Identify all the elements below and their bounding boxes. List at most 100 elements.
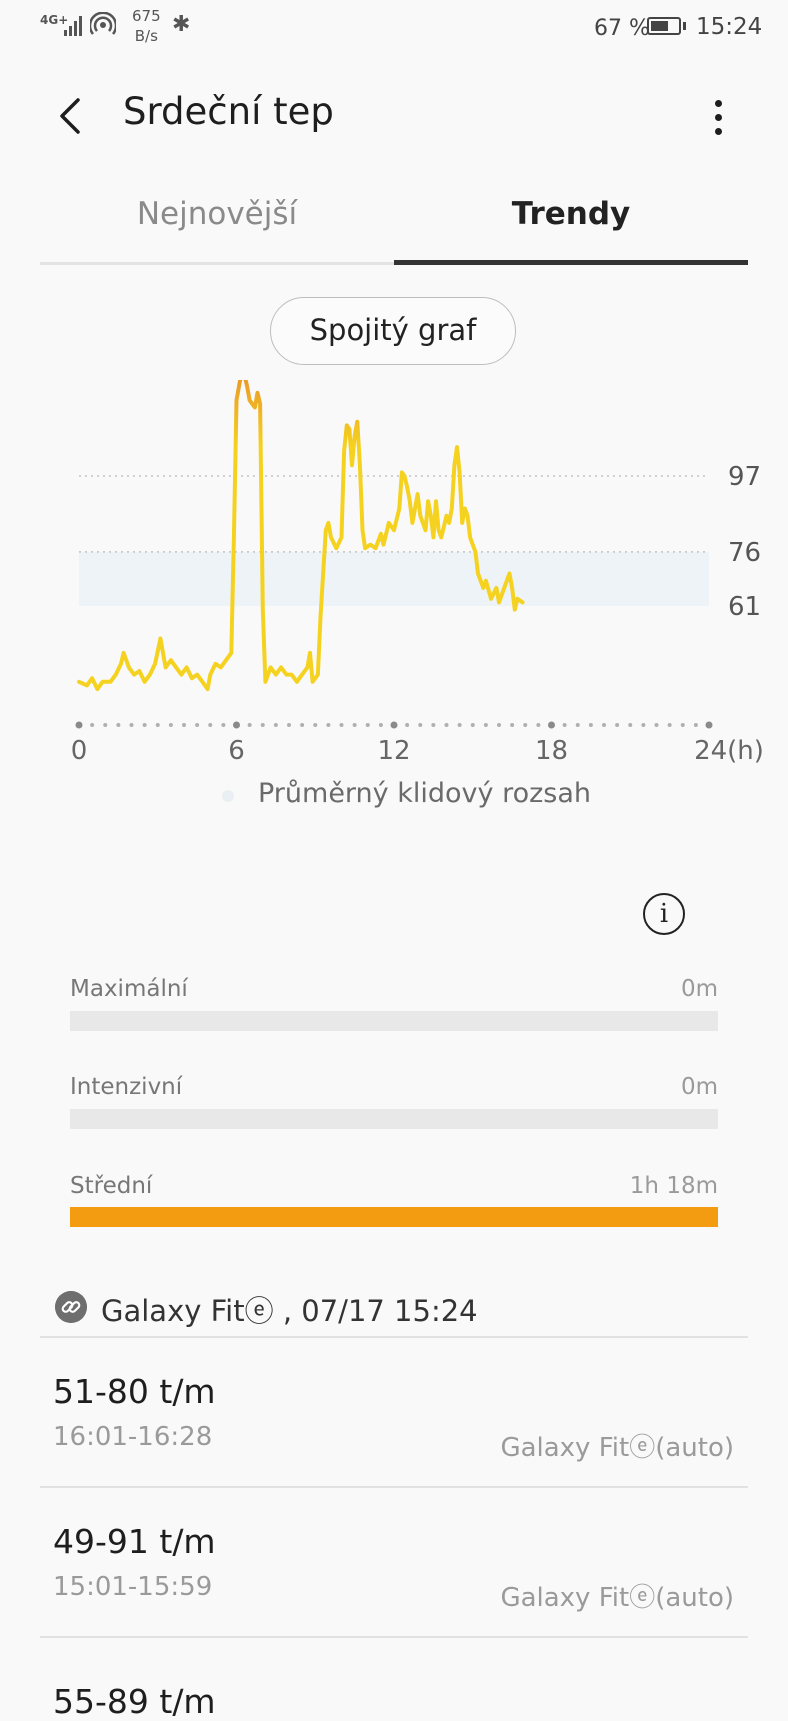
legend-dot [222, 790, 234, 802]
axis-minor-dot [247, 723, 252, 727]
zone-value-max: 0m [680, 976, 718, 1002]
record-source: Galaxy Fitⓔ(auto) [500, 1583, 734, 1613]
axis-minor-dot [208, 723, 213, 727]
axis-minor-dot [182, 723, 186, 727]
ref-label-97: 97 [728, 462, 761, 492]
ref-label-76: 76 [728, 538, 761, 568]
axis-minor-dot [483, 723, 488, 727]
clock: 15:24 [696, 14, 763, 40]
divider [40, 1336, 748, 1338]
status-bar: 4G+ 675 B/s ✱ 67 % 15:24 [0, 0, 788, 60]
tab-selected-indicator [394, 260, 748, 265]
record-range: 55-89 t/m [53, 1682, 216, 1721]
axis-minor-dot [457, 723, 462, 727]
axis-minor-dot [300, 723, 305, 727]
x-tick-6: 6 [228, 736, 245, 766]
axis-major-dot [705, 721, 713, 729]
resting-range-band [79, 551, 709, 606]
axis-minor-dot [142, 723, 147, 727]
axis-minor-dot [365, 723, 370, 727]
info-icon[interactable]: i [643, 893, 685, 935]
tab-trends[interactable]: Trendy [511, 196, 631, 232]
zone-bar-intense [70, 1109, 718, 1129]
axis-minor-dot [260, 723, 265, 727]
tab-underline [40, 262, 394, 265]
signal-icon [64, 14, 84, 36]
axis-minor-dot [641, 723, 646, 727]
axis-minor-dot [444, 723, 449, 727]
speed-unit: B/s [134, 27, 158, 45]
axis-minor-dot [195, 723, 200, 727]
record-range: 49-91 t/m [53, 1522, 216, 1561]
divider [40, 1486, 748, 1488]
axis-major-dot [75, 721, 83, 729]
record-time: 16:01-16:28 [53, 1422, 213, 1452]
axis-minor-dot [615, 723, 620, 727]
page-title: Srdeční tep [123, 90, 334, 133]
more-vertical-icon[interactable] [700, 90, 738, 146]
record-source: Galaxy Fitⓔ(auto) [500, 1433, 734, 1463]
axis-minor-dot [680, 723, 685, 727]
axis-minor-dot [510, 723, 515, 727]
axis-minor-dot [326, 723, 331, 727]
hotspot-icon [90, 12, 116, 35]
zone-label-max: Maximální [70, 976, 188, 1002]
axis-minor-dot [497, 723, 501, 727]
axis-minor-dot [90, 723, 95, 727]
battery-icon [647, 17, 681, 35]
axis-minor-dot [168, 723, 173, 727]
speed-value: 675 [132, 7, 161, 25]
axis-minor-dot [116, 723, 121, 727]
list-item[interactable]: 51-80 t/m 16:01-16:28 Galaxy Fitⓔ(auto) [0, 1337, 788, 1487]
axis-minor-dot [378, 723, 383, 727]
source-device-text: Galaxy Fitⓔ , 07/17 15:24 [101, 1294, 478, 1328]
axis-minor-dot [667, 723, 672, 727]
axis-minor-dot [221, 723, 226, 727]
axis-minor-dot [431, 723, 436, 727]
axis-minor-dot [562, 723, 567, 727]
zone-value-moderate: 1h 18m [629, 1173, 718, 1199]
axis-minor-dot [602, 723, 606, 727]
axis-minor-dot [273, 723, 278, 727]
list-item[interactable]: 55-89 t/m [0, 1637, 788, 1721]
list-item[interactable]: 49-91 t/m 15:01-15:59 Galaxy Fitⓔ(auto) [0, 1487, 788, 1637]
axis-minor-dot [470, 723, 475, 727]
axis-major-dot [233, 721, 240, 729]
divider [40, 1636, 748, 1638]
heart-rate-series-line [77, 380, 525, 692]
axis-minor-dot [693, 723, 698, 727]
axis-minor-dot [523, 723, 528, 727]
axis-minor-dot [103, 723, 108, 727]
record-time: 15:01-15:59 [53, 1572, 213, 1602]
axis-minor-dot [628, 723, 633, 727]
axis-minor-dot [352, 723, 357, 727]
zone-value-intense: 0m [680, 1074, 718, 1100]
record-range: 51-80 t/m [53, 1372, 216, 1411]
heart-rate-chart: 97 76 61 0 6 12 18 24(h) [71, 380, 764, 766]
link-icon [55, 1291, 87, 1323]
zone-bar-max [70, 1011, 718, 1031]
zone-label-moderate: Střední [70, 1173, 153, 1199]
axis-minor-dot [536, 723, 541, 727]
tab-latest[interactable]: Nejnovější [136, 196, 298, 232]
bluetooth-icon: ✱ [172, 12, 191, 37]
axis-minor-dot [418, 723, 423, 727]
x-tick-24: 24(h) [694, 736, 764, 766]
x-tick-12: 12 [377, 736, 410, 766]
axis-minor-dot [313, 723, 318, 727]
legend-label: Průměrný klidový rozsah [258, 778, 591, 809]
x-tick-18: 18 [535, 736, 568, 766]
zone-label-intense: Intenzivní [70, 1074, 183, 1100]
axis-minor-dot [405, 723, 410, 727]
x-axis-dots [75, 721, 713, 729]
x-tick-0: 0 [71, 736, 88, 766]
continuous-graph-button[interactable]: Spojitý graf [270, 297, 516, 365]
network-type: 4G+ [40, 13, 69, 27]
network-speed: 675 B/s [132, 6, 161, 46]
battery-percent: 67 % [594, 16, 650, 41]
ref-label-61: 61 [728, 592, 761, 622]
axis-minor-dot [339, 723, 344, 727]
back-arrow-icon[interactable] [48, 88, 92, 144]
zone-bar-moderate [70, 1207, 718, 1227]
axis-minor-dot [129, 723, 134, 727]
